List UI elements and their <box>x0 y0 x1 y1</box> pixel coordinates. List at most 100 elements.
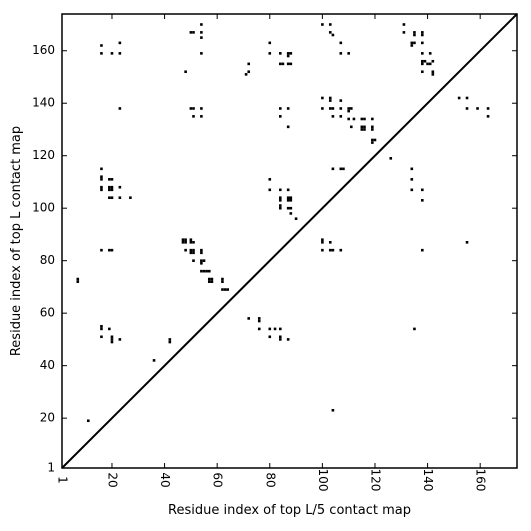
contact-point <box>118 52 122 55</box>
contact-point <box>289 52 293 55</box>
contact-point <box>339 115 343 118</box>
contact-point <box>76 277 80 281</box>
contact-point <box>286 52 290 55</box>
y-tick-label: 20 <box>40 411 55 425</box>
contact-point <box>328 248 332 252</box>
contact-point <box>118 107 122 110</box>
contact-point <box>410 188 414 192</box>
contact-point <box>110 340 114 344</box>
contact-point <box>347 109 350 113</box>
contact-point <box>278 199 282 202</box>
contact-point <box>210 277 214 281</box>
contact-point <box>331 248 335 252</box>
contact-point <box>331 33 335 37</box>
contact-point <box>363 128 366 131</box>
contact-point <box>110 188 114 192</box>
contact-point <box>410 167 414 171</box>
y-tick-label: 80 <box>40 253 55 267</box>
y-tick-label: 1 <box>47 461 55 475</box>
contact-point <box>428 52 432 55</box>
contact-point <box>286 196 290 199</box>
contact-point <box>289 212 293 215</box>
contact-point <box>410 41 414 45</box>
contact-point <box>100 248 103 252</box>
contact-point <box>192 115 195 118</box>
contact-point <box>268 178 272 181</box>
contact-point <box>321 241 324 244</box>
contact-point <box>118 338 122 341</box>
contact-point <box>257 327 261 331</box>
contact-point <box>352 117 356 121</box>
contact-point <box>347 52 350 55</box>
contact-point <box>286 62 290 66</box>
y-tick-label: 40 <box>40 358 55 372</box>
contact-point <box>100 52 103 55</box>
x-tick-label: 80 <box>263 472 277 487</box>
contact-point <box>321 23 324 26</box>
contact-point <box>181 238 185 241</box>
y-tick-label: 140 <box>32 96 55 110</box>
contact-point <box>289 62 293 66</box>
contact-point <box>247 62 251 66</box>
contact-point <box>100 188 103 192</box>
contact-point <box>289 199 293 202</box>
contact-point <box>328 107 332 110</box>
contact-point <box>371 128 374 131</box>
contact-point <box>331 408 335 412</box>
contact-point <box>168 338 172 341</box>
contact-point <box>200 31 203 34</box>
contact-point <box>184 238 187 241</box>
x-tick-label: 140 <box>421 469 435 492</box>
contact-point <box>268 41 272 45</box>
contact-point <box>413 327 416 331</box>
contact-point <box>110 178 114 181</box>
contact-point <box>331 107 335 110</box>
x-tick-label: 120 <box>368 469 382 492</box>
contact-point <box>100 44 103 47</box>
contact-point <box>207 277 211 281</box>
contact-point <box>192 241 195 244</box>
contact-point <box>257 319 261 323</box>
contact-point <box>347 117 350 121</box>
contact-point <box>413 31 416 34</box>
contact-point <box>321 238 324 241</box>
contact-point <box>200 259 203 262</box>
x-tick-label: 60 <box>211 472 225 487</box>
contact-point <box>286 125 290 129</box>
contact-point <box>278 196 282 199</box>
contact-point <box>207 269 211 273</box>
contact-point <box>339 167 343 171</box>
contact-point <box>371 125 374 129</box>
contact-point <box>339 99 343 102</box>
contact-point <box>410 44 414 47</box>
contact-point <box>286 338 290 341</box>
contact-point <box>413 41 416 45</box>
contact-point <box>347 107 350 110</box>
contact-point <box>192 251 195 255</box>
contact-point <box>421 41 424 45</box>
contact-point <box>226 288 229 291</box>
contact-points <box>76 23 490 423</box>
contact-point <box>339 41 343 45</box>
contact-point <box>108 196 111 199</box>
contact-point <box>200 52 203 55</box>
contact-point <box>168 340 172 344</box>
contact-point <box>110 335 114 339</box>
contact-point <box>100 175 103 179</box>
contact-point <box>108 178 111 181</box>
contact-point <box>363 117 366 121</box>
contact-point <box>268 52 272 55</box>
contact-point <box>428 62 432 66</box>
contact-point <box>200 36 203 39</box>
contact-point <box>421 31 424 34</box>
contact-point <box>278 115 282 118</box>
contact-point <box>184 248 187 252</box>
contact-point <box>339 248 343 252</box>
contact-point <box>342 167 345 171</box>
contact-point <box>389 157 393 160</box>
contact-point <box>350 107 353 110</box>
contact-point <box>373 138 377 142</box>
contact-point <box>350 125 353 129</box>
contact-point <box>192 31 195 34</box>
